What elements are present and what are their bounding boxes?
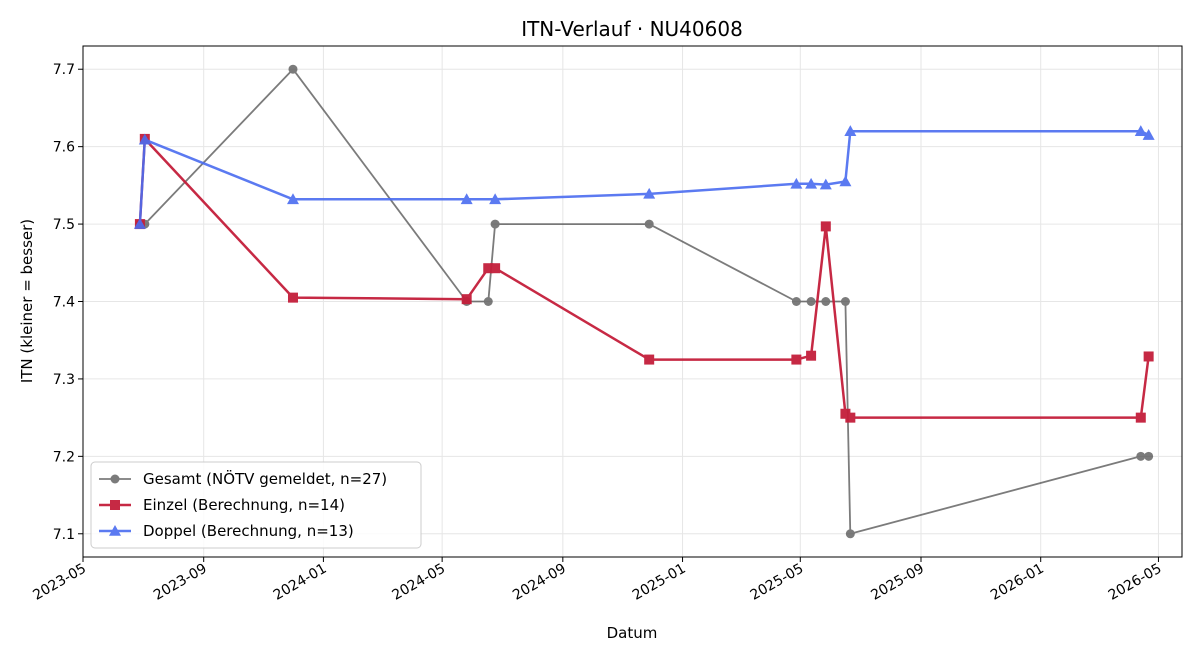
y-axis-label: ITN (kleiner = besser) xyxy=(18,219,36,383)
data-point xyxy=(133,218,146,229)
legend-label: Doppel (Berechnung, n=13) xyxy=(143,522,354,540)
data-point xyxy=(643,187,656,199)
data-point xyxy=(461,294,472,305)
legend-entry: Gesamt (NÖTV gemeldet, n=27) xyxy=(99,469,387,488)
data-point xyxy=(839,175,852,187)
data-point xyxy=(1134,125,1147,136)
data-point xyxy=(1136,451,1146,461)
legend-swatch xyxy=(99,500,131,510)
data-point xyxy=(644,354,655,365)
data-point xyxy=(806,350,817,361)
legend-entry: Einzel (Berechnung, n=14) xyxy=(99,496,345,514)
x-axis-label: Datum xyxy=(607,624,658,642)
data-point xyxy=(791,354,802,365)
data-point xyxy=(1135,412,1146,423)
series-layer xyxy=(133,64,1155,539)
data-point xyxy=(490,219,500,229)
legend-box xyxy=(90,461,422,549)
y-axis: 7.1 7.2 7.3 7.4 7.5 7.6 7.7 xyxy=(53,62,83,543)
y-tick-label: 7.5 xyxy=(53,217,75,233)
legend-label: Einzel (Berechnung, n=14) xyxy=(143,496,345,514)
data-point xyxy=(490,263,501,274)
legend-entry: Doppel (Berechnung, n=13) xyxy=(99,522,354,540)
data-point xyxy=(844,125,857,136)
data-point xyxy=(1142,129,1155,140)
legend: Gesamt (NÖTV gemeldet, n=27) Einzel (Bere… xyxy=(90,461,422,549)
data-point xyxy=(805,177,818,189)
data-point xyxy=(138,133,151,145)
data-point xyxy=(286,193,299,205)
data-point xyxy=(1143,351,1154,362)
data-point xyxy=(845,412,856,423)
series-2 xyxy=(133,125,1155,229)
chart-title: ITN-Verlauf · NU40608 xyxy=(521,17,743,41)
legend-marker xyxy=(110,474,120,484)
data-point xyxy=(483,297,493,306)
data-point xyxy=(1144,451,1154,461)
y-tick-label: 7.2 xyxy=(53,449,75,465)
data-point xyxy=(819,178,832,190)
data-point xyxy=(806,297,816,306)
data-point xyxy=(287,292,298,303)
data-point xyxy=(489,193,502,205)
data-point xyxy=(820,221,831,232)
data-point xyxy=(644,219,654,229)
series-line xyxy=(139,68,1149,535)
legend-swatch xyxy=(99,474,131,484)
y-tick-label: 7.6 xyxy=(53,140,75,156)
data-point xyxy=(790,177,803,189)
data-point xyxy=(483,263,494,274)
data-point xyxy=(845,529,855,539)
legend-marker xyxy=(109,525,121,536)
y-tick-label: 7.7 xyxy=(53,62,75,78)
legend-swatch xyxy=(99,525,131,536)
data-point xyxy=(288,64,298,74)
legend-marker xyxy=(110,500,120,510)
legend-label: Gesamt (NÖTV gemeldet, n=27) xyxy=(143,469,387,488)
data-point xyxy=(791,297,801,306)
data-point xyxy=(460,193,473,205)
y-tick-label: 7.3 xyxy=(53,372,75,388)
data-point xyxy=(821,297,831,306)
y-tick-label: 7.4 xyxy=(53,295,75,311)
data-point xyxy=(840,297,850,306)
y-tick-label: 7.1 xyxy=(53,527,75,543)
